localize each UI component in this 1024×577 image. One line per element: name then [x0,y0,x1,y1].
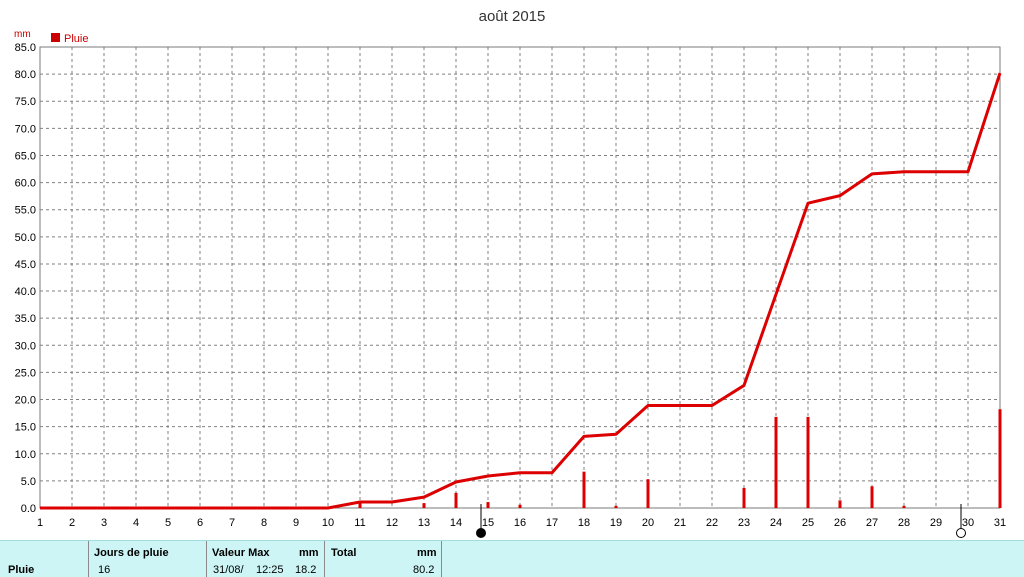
y-tick-label: 85.0 [15,42,36,54]
x-tick-label: 22 [706,517,718,529]
x-tick-label: 19 [610,517,622,529]
rain-days-value: 16 [98,564,111,576]
x-tick-label: 5 [165,517,171,529]
x-tick-label: 27 [866,517,878,529]
x-tick-label: 17 [546,517,558,529]
max-value-header: Valeur Max [212,547,270,559]
full-moon-icon [476,528,486,538]
y-tick-label: 5.0 [21,476,36,488]
x-tick-label: 9 [293,517,299,529]
max-value-unit: mm [299,547,319,559]
x-tick-label: 15 [482,517,494,529]
y-tick-label: 60.0 [15,178,36,190]
max-value-time: 12:25 [256,564,284,576]
cumulative-rain-line [40,72,1002,510]
x-tick-label: 2 [69,517,75,529]
x-tick-label: 24 [770,517,782,529]
y-tick-label: 10.0 [15,449,36,461]
new-moon-icon [956,528,966,538]
x-tick-label: 6 [197,517,203,529]
x-tick-label: 21 [674,517,686,529]
total-header: Total [331,547,357,559]
y-tick-label: 75.0 [15,96,36,108]
y-axis: 0.0 5.0 10.0 15.0 20.0 25.0 30.0 35.0 40.0 45.0 50… [15,42,36,515]
y-tick-label: 80.0 [15,69,36,81]
summary-row-label: Pluie [8,564,35,576]
x-tick-label: 23 [738,517,750,529]
x-tick-label: 20 [642,517,654,529]
x-tick-label: 26 [834,517,846,529]
total-column: Total mm 80.2 [324,541,442,577]
legend-label-pluie: Pluie [64,33,88,45]
x-tick-label: 14 [450,517,462,529]
grid [40,47,1000,508]
x-tick-label: 4 [133,517,139,529]
x-tick-label: 1 [37,517,43,529]
x-tick-label: 8 [261,517,267,529]
moon-phases [476,504,966,538]
y-tick-label: 40.0 [15,286,36,298]
y-tick-label: 55.0 [15,205,36,217]
x-tick-label: 31 [994,517,1006,529]
x-tick-label: 10 [322,517,334,529]
x-tick-label: 16 [514,517,526,529]
y-tick-label: 30.0 [15,340,36,352]
y-tick-label: 25.0 [15,367,36,379]
x-tick-label: 25 [802,517,814,529]
y-tick-label: 15.0 [15,422,36,434]
x-tick-label: 11 [354,517,365,529]
x-tick-label: 12 [386,517,398,529]
max-value-amount: 18.2 [295,564,317,576]
total-value: 80.2 [413,564,435,576]
x-tick-label: 30 [962,517,974,529]
x-tick-label: 18 [578,517,590,529]
max-value-date: 31/08/ [213,564,244,576]
summary-table: Pluie Jours de pluie 16 Valeur Max mm 31… [0,540,1024,577]
legend: Pluie [51,33,88,45]
y-tick-label: 65.0 [15,150,36,162]
x-tick-label: 7 [229,517,235,529]
rain-days-column: Jours de pluie 16 [88,541,207,577]
legend-swatch [51,33,60,42]
y-tick-label: 0.0 [21,503,36,515]
max-value-column: Valeur Max mm 31/08/ 12:25 18.2 [206,541,325,577]
x-axis: 1 2 3 4 5 6 7 8 9 10 11 12 13 14 15 16 17 18 19 20 21 22 23 24 2… [37,517,1006,529]
x-tick-label: 29 [930,517,942,529]
y-tick-label: 70.0 [15,123,36,135]
rain-days-header: Jours de pluie [94,547,169,559]
y-tick-label: 50.0 [15,232,36,244]
rain-chart: août 2015 mm Pluie 0.0 5.0 10.0 15.0 20.0 25.… [14,8,1006,538]
total-unit: mm [417,547,437,559]
x-tick-label: 3 [101,517,107,529]
y-tick-label: 20.0 [15,395,36,407]
y-tick-label: 45.0 [15,259,36,271]
x-tick-label: 28 [898,517,910,529]
y-axis-unit-label: mm [14,29,31,40]
y-tick-label: 35.0 [15,313,36,325]
daily-rain-bars [358,409,1002,508]
x-tick-label: 13 [418,517,430,529]
chart-title: août 2015 [479,8,546,25]
